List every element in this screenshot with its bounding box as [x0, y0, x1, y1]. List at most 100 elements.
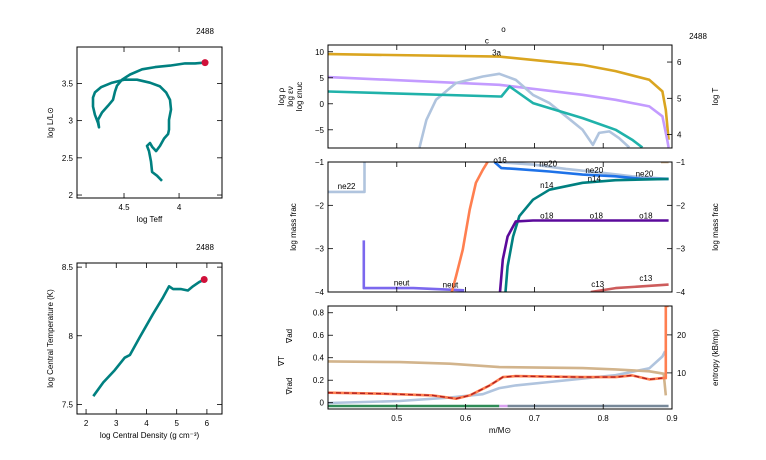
y-tick-label-right: 4: [677, 131, 682, 140]
x-tick-label: 0.8: [598, 414, 610, 423]
y-tick-label: 2: [69, 191, 74, 200]
isotope-label: ne20: [636, 169, 654, 178]
y-tick-label: −3: [315, 245, 325, 254]
y-axis-label: log Central Temperature (K): [46, 289, 55, 388]
plot-frame: [76, 262, 223, 415]
y-tick-label: 0.2: [313, 376, 325, 385]
current-model-marker: [200, 275, 208, 283]
isotope-label: o18: [590, 211, 604, 220]
series-group: [92, 278, 205, 397]
y-tick-label: 10: [315, 48, 324, 57]
y-axis-label: ∇ad: [285, 329, 294, 344]
series-group: [91, 61, 206, 182]
y-axis-label: ∇T: [277, 356, 286, 367]
isotope-label: ne20: [539, 159, 557, 168]
current-model-marker: [201, 59, 209, 67]
series-line-neut: [362, 240, 465, 292]
x-tick-label: 3: [114, 419, 119, 428]
plot-frame: [76, 46, 223, 199]
series-line-curve: [450, 162, 489, 292]
isotope-label: c13: [591, 280, 604, 289]
x-axis-label: m/M⊙: [489, 426, 511, 435]
x-tick-label: 5: [174, 419, 179, 428]
x-axis-label: log Central Density (g cm⁻³): [100, 431, 200, 440]
y-tick-label: 7.5: [62, 400, 74, 409]
y-axis-label: log εν: [286, 86, 295, 106]
series-group: [328, 52, 670, 148]
series-line-log-: [328, 75, 670, 148]
y-tick-label-right: 5: [677, 94, 682, 103]
y-axis-label-right: entropy (kB/mp): [711, 329, 720, 386]
y-tick-label: −2: [315, 201, 325, 210]
y-tick-label-right: −1: [676, 158, 686, 167]
y-tick-label: 3: [69, 117, 74, 126]
y-tick-label: 0.4: [313, 354, 325, 363]
y-tick-label: 8.5: [62, 263, 74, 272]
burning-label: o: [501, 25, 506, 34]
x-tick-label: 4: [144, 419, 149, 428]
y-tick-label: 8: [69, 332, 74, 341]
isotope-label: neut: [443, 281, 459, 290]
x-tick-label: 2: [84, 419, 89, 428]
x-tick-label: 0.7: [529, 414, 541, 423]
series-line-entropy: [328, 350, 667, 405]
rhoT-panel: [76, 262, 223, 415]
y-tick-label: 0.6: [313, 331, 325, 340]
x-tick-label: 6: [205, 419, 210, 428]
y-tick-label: 0: [320, 399, 325, 408]
series-line-curve: [92, 278, 205, 397]
y-tick-label: 5: [320, 74, 325, 83]
y-tick-label-right: −2: [676, 201, 686, 210]
y-axis-label: log L/L⊙: [46, 107, 55, 138]
y-tick-label-right: −4: [676, 288, 686, 297]
x-tick-label: 4: [177, 203, 182, 212]
series-line-ne22: [328, 162, 366, 194]
series-group: [328, 162, 669, 292]
y-axis-label: log εnuc: [295, 82, 304, 111]
isotope-label: ne22: [338, 182, 356, 191]
y-tick-label: −5: [315, 126, 325, 135]
x-tick-label: 0.6: [460, 414, 472, 423]
y-axis-label: ∇rad: [285, 378, 294, 396]
y-axis-label: log mass frac: [289, 203, 298, 251]
model-number-label: 2488: [196, 27, 214, 36]
isotope-label: n14: [540, 181, 554, 190]
burning-label: c: [485, 36, 489, 45]
model-number-label: 2488: [196, 243, 214, 252]
x-tick-label: 4.5: [118, 203, 130, 212]
y-axis-label-right: log mass frac: [711, 203, 720, 251]
plot-frame: [327, 161, 673, 293]
y-tick-label: 0.8: [313, 309, 325, 318]
isotope-label: c13: [639, 274, 652, 283]
burning-label: 3a: [492, 48, 501, 57]
x-tick-label: 0.9: [666, 414, 678, 423]
y-axis-label-right: log T: [711, 88, 720, 106]
profile_bot-panel: [327, 305, 673, 410]
y-tick-label-right: 20: [677, 331, 686, 340]
isotope-label: ne20: [585, 166, 603, 175]
hr-panel: [76, 46, 223, 199]
y-tick-label-right: 10: [677, 369, 686, 378]
y-tick-label: −1: [315, 158, 325, 167]
series-line-o18: [498, 219, 669, 292]
series-line--ad: [328, 360, 668, 396]
x-tick-label: 0.5: [391, 414, 403, 423]
isotope-label: o18: [540, 211, 554, 220]
model-number-label: 2488: [689, 32, 707, 41]
y-tick-label-right: −3: [676, 245, 686, 254]
y-tick-label: −4: [315, 288, 325, 297]
profile_mid-panel: [327, 161, 673, 293]
series-line--rad: [328, 306, 669, 401]
series-group: [328, 306, 669, 405]
isotope-label: n14: [588, 175, 602, 184]
series-line-n14: [504, 177, 669, 292]
series-line-c13: [590, 283, 669, 292]
series-line-curve: [91, 61, 206, 182]
y-axis-label: log ρ: [277, 87, 286, 105]
series-line-log-t: [328, 52, 670, 140]
y-tick-label: 3.5: [62, 79, 74, 88]
profile_top-panel: [327, 44, 673, 149]
isotope-label: o18: [639, 211, 653, 220]
series-line-ne20: [496, 162, 669, 181]
y-tick-label: 0: [320, 100, 325, 109]
